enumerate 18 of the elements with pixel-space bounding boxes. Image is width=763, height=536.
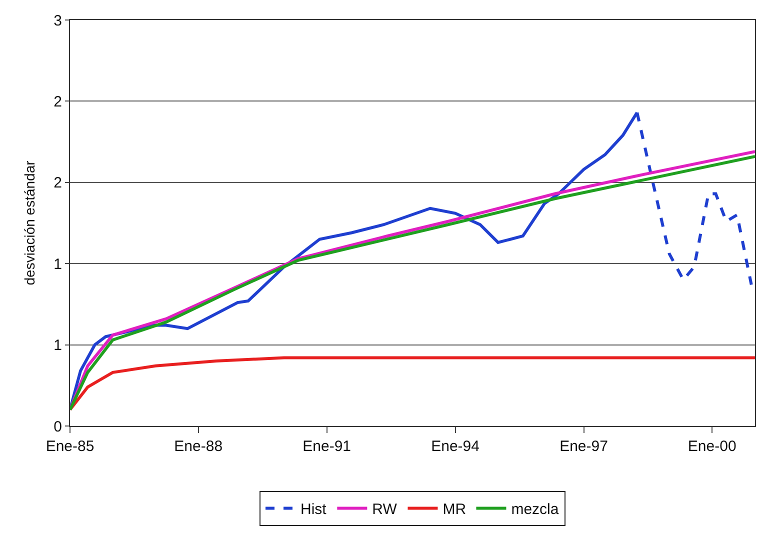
y-tick-label: 1 [54, 256, 62, 273]
x-tick-label: Ene-00 [688, 438, 736, 455]
line-series [70, 356, 755, 412]
x-tick-label: Ene-97 [560, 438, 608, 455]
y-tick-label: 0 [54, 418, 62, 436]
legend-label: mezcla [511, 501, 560, 518]
y-tick-label: 1 [54, 337, 62, 354]
legend-label: MR [442, 501, 466, 518]
y-tick-label: 3 [54, 12, 62, 30]
legend-label: Hist [300, 501, 328, 518]
x-tick-label: Ene-94 [431, 438, 480, 455]
x-tick-label: Ene-85 [46, 438, 94, 455]
y-tick-label: 2 [54, 93, 62, 110]
x-tick-label: Ene-88 [174, 438, 223, 455]
y-tick-label: 2 [54, 174, 62, 192]
y-axis-title: desviación estándar [21, 160, 38, 286]
x-tick-label: Ene-91 [302, 438, 352, 455]
legend-label: RW [372, 501, 398, 518]
